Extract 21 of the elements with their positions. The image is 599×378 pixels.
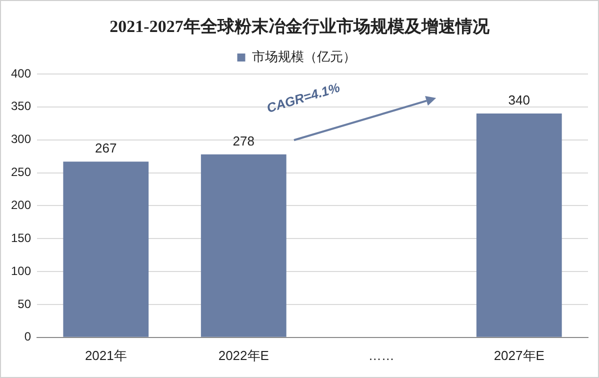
y-tick-label: 200 — [10, 198, 32, 212]
y-tick-label: 350 — [10, 99, 32, 114]
data-label: 340 — [508, 92, 530, 108]
y-tick-label: 150 — [10, 230, 32, 245]
y-tick-label: 300 — [10, 132, 32, 146]
y-tick-label: 0 — [24, 330, 32, 344]
chart-title: 2021-2027年全球粉末冶金行业市场规模及增速情况 — [108, 16, 490, 38]
x-tick-label: 2022年E — [218, 348, 270, 363]
x-tick-label: 2021年 — [84, 348, 127, 363]
bar — [200, 154, 286, 337]
bar — [63, 162, 149, 337]
bar — [476, 114, 562, 337]
data-label: 267 — [95, 140, 117, 156]
legend-label: 市场规模（亿元） — [252, 49, 356, 64]
y-tick-label: 50 — [18, 296, 32, 311]
y-tick-label: 400 — [10, 66, 32, 80]
y-tick-label: 100 — [10, 264, 32, 278]
y-tick-label: 250 — [10, 165, 32, 180]
x-tick-label: 2027年E — [494, 348, 545, 363]
x-tick-label: …… — [368, 348, 394, 363]
data-label: 278 — [232, 133, 254, 148]
